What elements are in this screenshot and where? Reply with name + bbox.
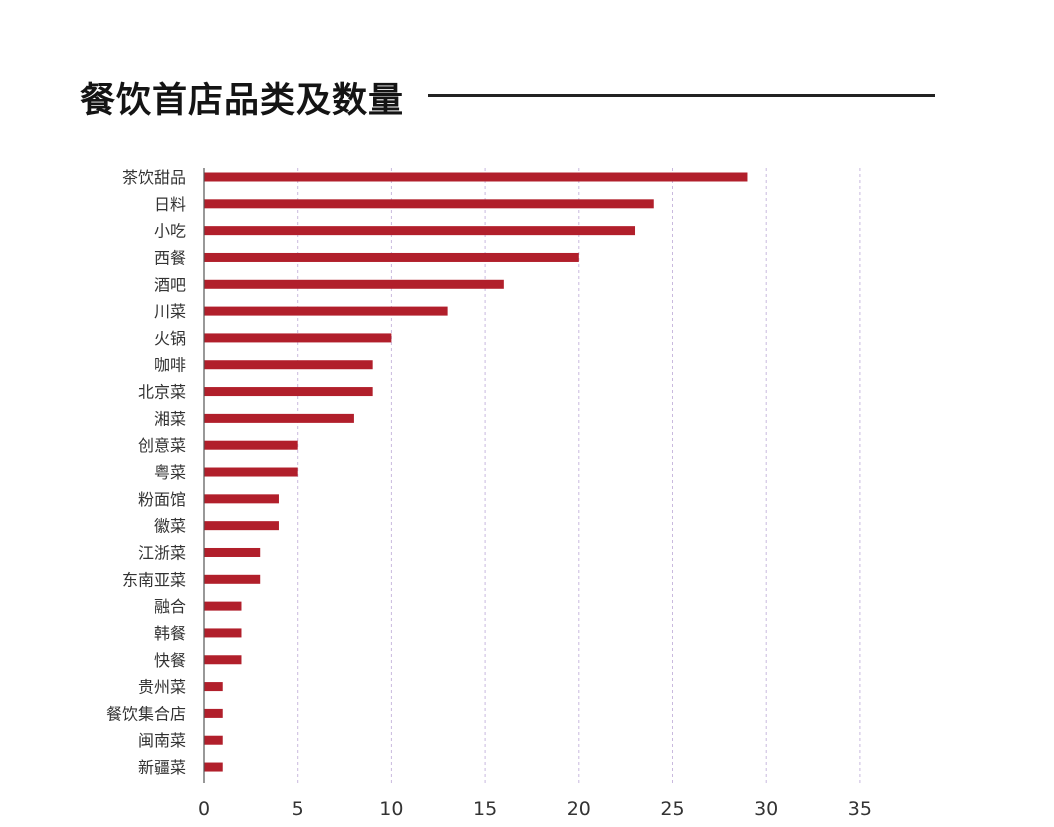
bar-火锅 xyxy=(204,333,392,343)
bar-韩餐 xyxy=(204,628,242,638)
bar-川菜 xyxy=(204,306,448,316)
bar-小吃 xyxy=(204,226,636,236)
category-label: 咖啡 xyxy=(154,356,186,375)
x-tick-label: 20 xyxy=(567,798,591,820)
category-label: 新疆菜 xyxy=(138,758,186,777)
category-label: 粤菜 xyxy=(154,463,186,482)
category-label: 北京菜 xyxy=(138,383,186,402)
bar-日料 xyxy=(204,199,654,209)
category-label: 江浙菜 xyxy=(138,543,186,562)
x-tick-label: 15 xyxy=(473,798,497,820)
category-label: 火锅 xyxy=(154,329,186,348)
x-tick-label: 30 xyxy=(754,798,778,820)
category-label: 酒吧 xyxy=(154,275,186,294)
category-label: 创意菜 xyxy=(138,436,186,455)
category-label: 东南亚菜 xyxy=(122,570,186,589)
bar-融合 xyxy=(204,601,242,611)
bar-酒吧 xyxy=(204,279,504,289)
bar-餐饮集合店 xyxy=(204,708,223,718)
bar-创意菜 xyxy=(204,440,298,450)
bar-咖啡 xyxy=(204,360,373,370)
category-label: 快餐 xyxy=(154,651,186,670)
x-tick-label: 10 xyxy=(379,798,403,820)
category-label: 茶饮甜品 xyxy=(122,168,186,187)
bar-粉面馆 xyxy=(204,494,279,504)
x-tick-label: 0 xyxy=(198,798,210,820)
bar-江浙菜 xyxy=(204,547,261,557)
title-rule xyxy=(428,94,935,97)
category-label: 小吃 xyxy=(154,222,186,241)
chart-title: 餐饮首店品类及数量 xyxy=(80,81,405,121)
category-label: 徽菜 xyxy=(154,517,186,536)
category-label: 粉面馆 xyxy=(138,490,186,509)
category-label: 餐饮集合店 xyxy=(106,704,186,723)
bar-贵州菜 xyxy=(204,682,223,692)
bar-湘菜 xyxy=(204,413,354,423)
x-tick-label: 35 xyxy=(848,798,872,820)
bar-粤菜 xyxy=(204,467,298,477)
category-label: 融合 xyxy=(154,597,186,616)
category-label: 贵州菜 xyxy=(138,678,186,697)
bar-东南亚菜 xyxy=(204,574,261,584)
category-label: 闽南菜 xyxy=(138,731,186,750)
x-tick-label: 25 xyxy=(660,798,684,820)
bar-茶饮甜品 xyxy=(204,172,748,182)
category-label: 韩餐 xyxy=(154,624,186,643)
bar-闽南菜 xyxy=(204,735,223,745)
x-tick-labels: 0 5 10 15 20 25 30 35 xyxy=(198,798,872,820)
bars xyxy=(204,172,748,772)
x-tick-label: 5 xyxy=(292,798,304,820)
gridlines xyxy=(297,168,861,783)
category-label: 日料 xyxy=(154,195,186,214)
bar-北京菜 xyxy=(204,387,373,397)
bar-徽菜 xyxy=(204,521,279,531)
bar-西餐 xyxy=(204,252,579,262)
bar-快餐 xyxy=(204,655,242,665)
category-labels: 茶饮甜品日料小吃西餐酒吧川菜火锅咖啡北京菜湘菜创意菜粤菜粉面馆徽菜江浙菜东南亚菜… xyxy=(106,168,186,777)
bar-新疆菜 xyxy=(204,762,223,772)
category-label: 西餐 xyxy=(154,248,186,267)
category-label: 湘菜 xyxy=(154,409,186,428)
category-label: 川菜 xyxy=(154,302,186,321)
